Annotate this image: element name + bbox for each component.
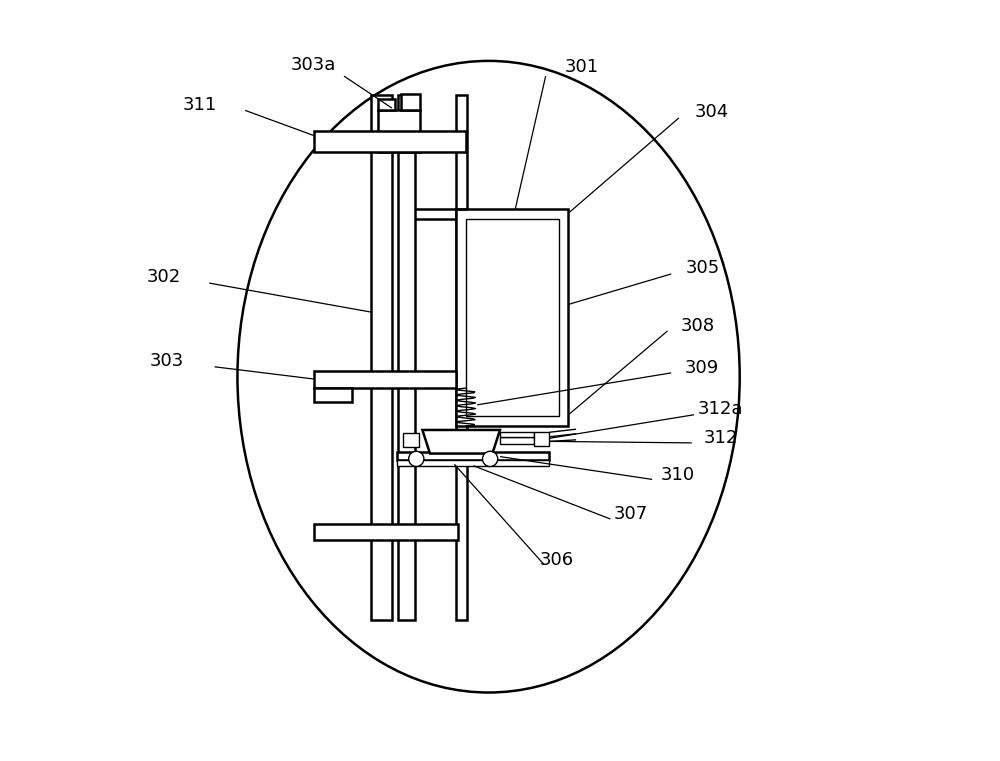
Text: 312a: 312a xyxy=(698,400,743,419)
Text: 302: 302 xyxy=(147,268,181,286)
Ellipse shape xyxy=(237,61,740,693)
Text: 309: 309 xyxy=(685,358,719,377)
Bar xyxy=(397,460,549,466)
Bar xyxy=(397,452,549,460)
Bar xyxy=(401,94,420,110)
Bar xyxy=(314,131,466,152)
Text: 305: 305 xyxy=(686,259,720,277)
Circle shape xyxy=(482,451,498,466)
Text: 306: 306 xyxy=(540,551,574,569)
Bar xyxy=(378,110,420,152)
Bar xyxy=(314,371,456,388)
Bar xyxy=(500,432,534,437)
Polygon shape xyxy=(422,430,500,454)
Bar xyxy=(371,95,392,620)
Bar xyxy=(398,95,415,620)
Bar xyxy=(500,437,534,444)
Text: 312: 312 xyxy=(704,429,738,447)
Text: 307: 307 xyxy=(614,505,648,524)
Bar xyxy=(314,524,458,540)
Text: 308: 308 xyxy=(681,317,715,335)
Circle shape xyxy=(409,451,424,466)
Bar xyxy=(534,432,549,446)
Text: 311: 311 xyxy=(182,96,217,114)
Bar xyxy=(403,433,419,447)
Bar xyxy=(456,95,467,620)
Bar xyxy=(314,388,352,402)
Bar xyxy=(466,219,559,416)
Text: 303: 303 xyxy=(150,352,184,370)
Text: 303a: 303a xyxy=(291,56,336,74)
Bar xyxy=(378,99,395,110)
Text: 301: 301 xyxy=(565,58,599,76)
Text: 310: 310 xyxy=(660,466,694,484)
Bar xyxy=(456,209,568,426)
Text: 304: 304 xyxy=(694,103,729,121)
